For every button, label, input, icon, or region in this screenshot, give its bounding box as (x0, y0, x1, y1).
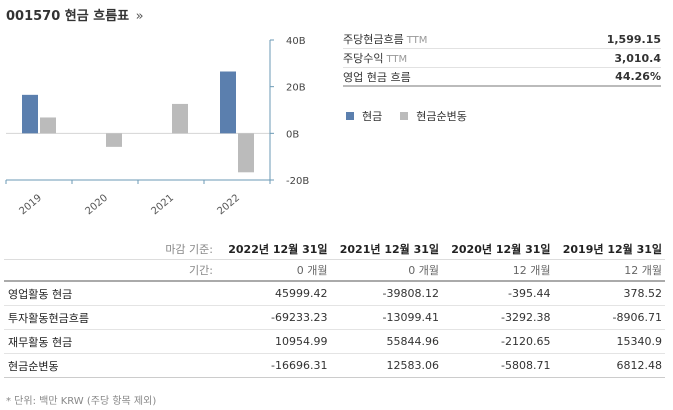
metric-label: 영업 현금 흐름 (343, 70, 411, 84)
cash-flow-chart: -20B 0B 20B 40B 2019 2020 2021 2022 (5, 36, 309, 218)
y-tick-label: 40B (286, 36, 306, 47)
period-header: 2019년 12월 31일 (562, 242, 662, 256)
net-change-bar (172, 103, 188, 134)
table-cell: -69233.23 (271, 311, 328, 324)
table-cell: -3292.38 (501, 311, 551, 324)
period-header: 2020년 12월 31일 (451, 242, 551, 256)
cash-bar (220, 71, 236, 134)
metric-value: 1,599.15 (606, 32, 661, 46)
legend-label-cash: 현금 (362, 110, 383, 123)
table-cell: -395.44 (508, 287, 551, 300)
x-tick-label: 2020 (84, 193, 111, 218)
metric-label: 주당수익 TTM (343, 52, 408, 65)
net-change-bar (40, 117, 56, 134)
table-row: 영업활동 현금 45999.42 -39808.12 -395.44 378.5… (4, 282, 665, 306)
legend-item-net-change[interactable]: 현금순변동 (400, 108, 467, 124)
net-change-bar (106, 133, 122, 147)
x-tick-label: 2021 (150, 193, 177, 218)
table-cell: -5808.71 (501, 359, 551, 372)
y-tick-label: 20B (286, 83, 306, 94)
row-label: 영업활동 현금 (8, 287, 73, 301)
y-tick-label: 0B (286, 129, 299, 140)
table-cell: 15340.9 (616, 335, 663, 348)
table-header-row: 마감 기준: 2022년 12월 31일 2021년 12월 31일 2020년… (4, 238, 665, 260)
metric-value: 3,010.4 (614, 51, 661, 65)
net-change-bar (238, 133, 254, 173)
chart-legend: 현금 현금순변동 (346, 108, 485, 124)
metrics-panel: 주당현금흐름 TTM 1,599.15 주당수익 TTM 3,010.4 영업 현금… (343, 30, 661, 87)
metric-row-cash-per-share: 주당현금흐름 TTM 1,599.15 (343, 30, 661, 49)
table-cell: 6812.48 (616, 359, 663, 372)
legend-swatch-cash (346, 112, 354, 120)
row-label: 현금순변동 (8, 359, 59, 373)
metric-unit: TTM (406, 35, 428, 46)
table-row: 현금순변동 -16696.31 12583.06 -5808.71 6812.4… (4, 354, 665, 378)
row-label: 투자활동현금흐름 (8, 311, 89, 325)
table-cell: 45999.42 (275, 287, 328, 300)
duration-cell: 12 개월 (624, 264, 662, 277)
table-cell: -13099.41 (382, 311, 439, 324)
table-cell: -39808.12 (382, 287, 439, 300)
more-link[interactable]: » (135, 9, 144, 24)
table-cell: 12583.06 (386, 359, 440, 372)
metric-value: 44.26% (615, 70, 661, 83)
duration-cell: 0 개월 (408, 264, 439, 277)
table-cell: -2120.65 (501, 335, 551, 348)
metric-row-earnings-per-share: 주당수익 TTM 3,010.4 (343, 49, 661, 68)
metric-row-operating-cash-flow: 영업 현금 흐름 44.26% (343, 68, 661, 87)
page-title: 001570 현금 흐름표 » (6, 5, 144, 24)
legend-item-cash[interactable]: 현금 (346, 108, 382, 124)
duration-label: 기간: (189, 264, 213, 277)
table-row: 투자활동현금흐름 -69233.23 -13099.41 -3292.38 -8… (4, 306, 665, 330)
table-cell: -8906.71 (612, 311, 662, 324)
metric-unit: TTM (386, 54, 408, 65)
duration-cell: 0 개월 (296, 264, 328, 277)
table-row: 재무활동 현금 10954.99 55844.96 -2120.65 15340… (4, 330, 665, 354)
period-header: 2022년 12월 31일 (228, 242, 328, 256)
x-tick-label: 2019 (18, 193, 45, 218)
row-label: 재무활동 현금 (8, 335, 73, 349)
y-tick-label: -20B (286, 176, 309, 187)
table-cell: 55844.96 (386, 335, 440, 348)
table-cell: 10954.99 (275, 335, 328, 348)
cash-bar (22, 94, 38, 134)
x-tick-label: 2022 (216, 193, 243, 218)
legend-swatch-net-change (400, 112, 409, 120)
unit-footnote: * 단위: 백만 KRW (주당 항목 제외) (6, 396, 157, 407)
metric-label: 주당현금흐름 TTM (343, 33, 428, 46)
duration-cell: 12 개월 (512, 264, 551, 277)
cash-flow-table: 마감 기준: 2022년 12월 31일 2021년 12월 31일 2020년… (4, 238, 665, 378)
table-cell: -16696.31 (271, 359, 328, 372)
table-cell: 378.52 (623, 287, 663, 300)
period-header: 2021년 12월 31일 (339, 242, 439, 256)
period-end-label: 마감 기준: (165, 242, 213, 256)
table-duration-row: 기간: 0 개월 0 개월 12 개월 12 개월 (4, 260, 665, 282)
legend-label-net-change: 현금순변동 (416, 110, 467, 123)
page-title-text: 001570 현금 흐름표 (6, 9, 130, 24)
